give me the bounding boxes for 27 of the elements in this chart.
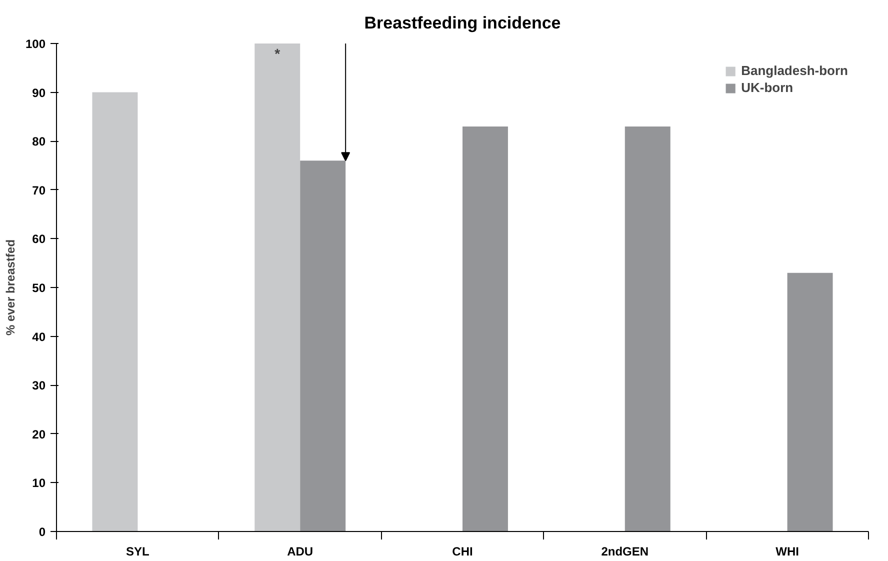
bar — [624, 126, 670, 532]
chart-title: Breastfeeding incidence — [364, 14, 561, 32]
x-tick-label: 2ndGEN — [601, 544, 649, 558]
bar — [254, 44, 300, 532]
y-axis-title: % ever breastfed — [3, 239, 18, 336]
bar — [92, 92, 138, 532]
x-tick-label: SYL — [126, 544, 150, 558]
bar — [787, 272, 833, 532]
y-tick-label: 50 — [32, 281, 46, 295]
x-tick-label: CHI — [452, 544, 473, 558]
y-tick-label: 0 — [38, 525, 46, 539]
y-tick-label: 70 — [32, 183, 46, 198]
y-tick-label: 60 — [32, 232, 46, 246]
bar — [462, 126, 508, 532]
x-tick-label: ADU — [287, 544, 314, 558]
y-tick-label: 100 — [25, 37, 46, 51]
y-tick-label: 10 — [32, 476, 46, 490]
x-tick-label: WHI — [776, 544, 799, 558]
legend-label: UK-born — [741, 80, 794, 95]
annotation: * — [274, 46, 281, 62]
legend-label: Bangladesh-born — [741, 63, 848, 78]
y-tick-label: 20 — [32, 427, 46, 442]
y-tick-label: 90 — [32, 86, 46, 100]
bar — [300, 160, 346, 532]
y-tick-label: 30 — [32, 378, 46, 393]
y-tick-label: 80 — [32, 134, 46, 149]
y-tick-label: 40 — [32, 330, 46, 344]
